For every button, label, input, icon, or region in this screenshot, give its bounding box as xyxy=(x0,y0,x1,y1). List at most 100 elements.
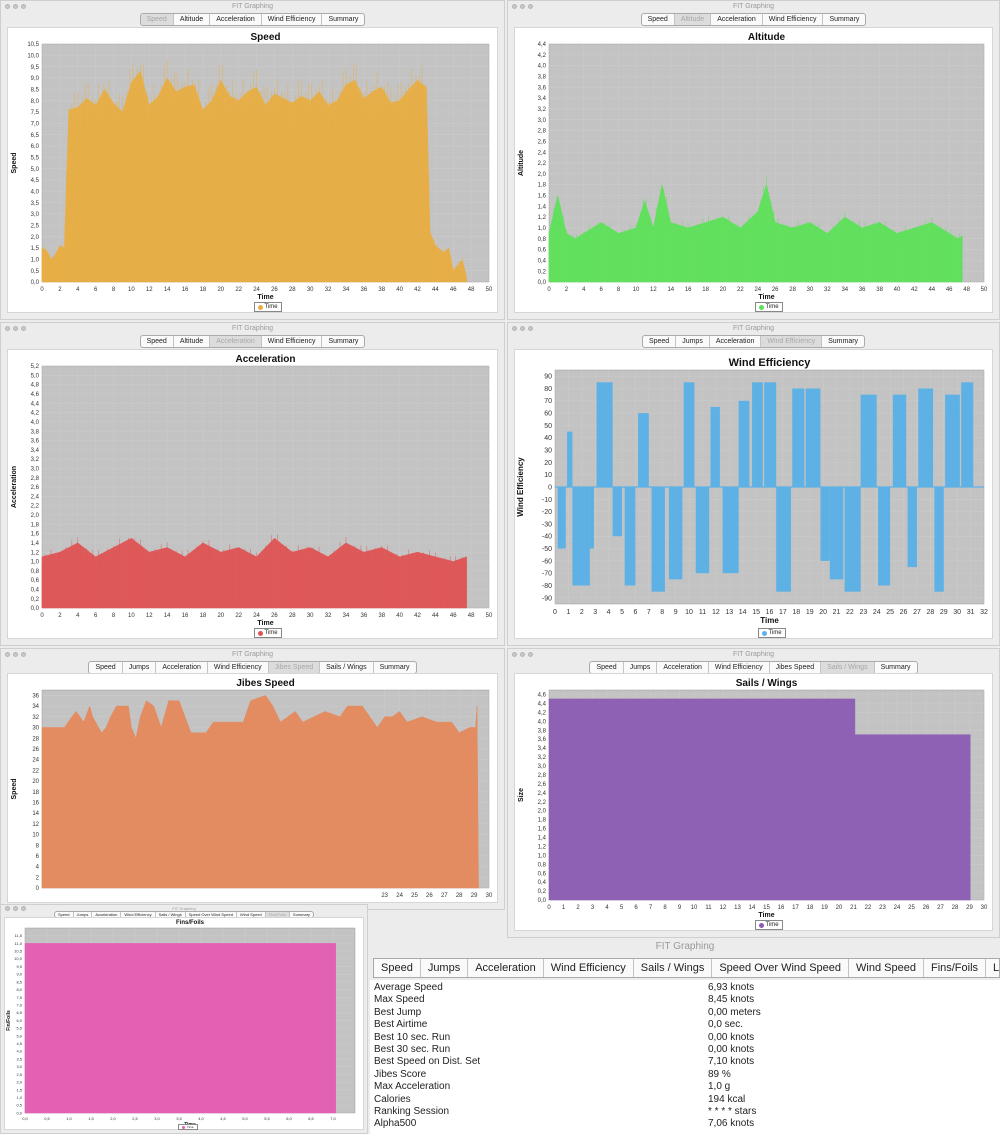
tab-acceleration[interactable]: Acceleration xyxy=(711,14,763,25)
tab-altitude[interactable]: Altitude xyxy=(674,14,712,25)
summary-tab-wind-efficiency[interactable]: Wind Efficiency xyxy=(544,959,634,977)
tab-acceleration[interactable]: Acceleration xyxy=(710,336,762,347)
close-window-icon[interactable] xyxy=(5,652,10,657)
tab-acceleration[interactable]: Acceleration xyxy=(210,336,262,347)
summary-tab-acceleration[interactable]: Acceleration xyxy=(468,959,544,977)
x-tick-label: 27 xyxy=(937,905,944,911)
tab-jumps[interactable]: Jumps xyxy=(676,336,710,347)
minimize-window-icon[interactable] xyxy=(520,4,525,9)
summary-tab-lap-17[interactable]: Lap 17 xyxy=(986,959,999,977)
tab-speed[interactable]: Speed xyxy=(642,14,675,25)
y-tick-label: 4,8 xyxy=(31,383,40,389)
tab-wind-efficiency[interactable]: Wind Efficiency xyxy=(763,14,824,25)
tab-wind-efficiency[interactable]: Wind Efficiency xyxy=(262,14,323,25)
tab-summary[interactable]: Summary xyxy=(328,16,359,23)
close-window-icon[interactable] xyxy=(512,652,517,657)
summary-tab-jumps[interactable]: Jumps xyxy=(421,959,469,977)
summary-tab-speed-over-wind-speed[interactable]: Speed Over Wind Speed xyxy=(712,959,850,977)
close-window-icon[interactable] xyxy=(5,326,10,331)
tab-speed[interactable]: Speed xyxy=(141,336,174,347)
x-tick-label: 13 xyxy=(725,609,733,616)
tab-summary[interactable]: Summary xyxy=(379,664,410,671)
x-tick-label: 4,5 xyxy=(220,1116,226,1121)
tab-sails-wings[interactable]: Sails / Wings xyxy=(821,662,875,673)
x-tick-label: 12 xyxy=(146,287,153,293)
y-tick-label: 0,8 xyxy=(31,569,40,575)
minimize-window-icon[interactable] xyxy=(13,906,18,911)
x-tick-label: 17 xyxy=(779,609,787,616)
tab-jumps[interactable]: Jumps xyxy=(74,912,93,917)
x-tick-label: 40 xyxy=(396,613,403,619)
y-tick-label: 70 xyxy=(544,398,552,405)
zoom-window-icon[interactable] xyxy=(21,652,26,657)
close-window-icon[interactable] xyxy=(5,906,10,911)
y-axis-label: Wind Efficiency xyxy=(516,457,525,517)
tab-jibes-speed[interactable]: Jibes Speed xyxy=(268,662,321,673)
x-tick-label: 10 xyxy=(128,613,135,619)
tab-speed-over-wind-speed[interactable]: Speed Over Wind Speed xyxy=(186,912,237,917)
tab-jumps[interactable]: Jumps xyxy=(624,662,658,673)
window-controls[interactable] xyxy=(512,326,533,331)
zoom-window-icon[interactable] xyxy=(21,326,26,331)
tab-jumps[interactable]: Jumps xyxy=(123,662,157,673)
tab-wind-efficiency[interactable]: Wind Efficiency xyxy=(208,662,269,673)
tab-wind-efficiency[interactable]: Wind Efficiency xyxy=(761,336,823,347)
window-controls[interactable] xyxy=(512,4,533,9)
x-tick-label: 19 xyxy=(821,905,828,911)
summary-tab-fins-foils[interactable]: Fins/Foils xyxy=(924,959,987,977)
y-tick-label: 20 xyxy=(32,779,39,785)
tab-speed[interactable]: Speed xyxy=(140,14,174,25)
tab-speed[interactable]: Speed xyxy=(590,662,624,673)
tab-summary[interactable]: Summary xyxy=(328,338,359,345)
y-tick-label: 5,0 xyxy=(16,1033,22,1038)
tab-wind-efficiency[interactable]: Wind Efficiency xyxy=(121,912,156,917)
tab-speed[interactable]: Speed xyxy=(89,662,123,673)
tab-speed[interactable]: Speed xyxy=(643,336,677,347)
close-window-icon[interactable] xyxy=(512,326,517,331)
summary-tab-wind-speed[interactable]: Wind Speed xyxy=(849,959,924,977)
tab-acceleration[interactable]: Acceleration xyxy=(210,14,262,25)
tab-altitude[interactable]: Altitude xyxy=(174,336,211,347)
tab-sails-wings[interactable]: Sails / Wings xyxy=(156,912,186,917)
zoom-window-icon[interactable] xyxy=(528,4,533,9)
zoom-window-icon[interactable] xyxy=(21,906,26,911)
tab-acceleration[interactable]: Acceleration xyxy=(92,912,122,917)
tab-wind-efficiency[interactable]: Wind Efficiency xyxy=(709,662,770,673)
tab-acceleration[interactable]: Acceleration xyxy=(156,662,208,673)
sails-wings-window: FIT Graphing Speed Jumps Acceleration Wind E… xyxy=(507,648,1000,938)
summary-tab-speed[interactable]: Speed xyxy=(374,959,421,977)
minimize-window-icon[interactable] xyxy=(13,4,18,9)
zoom-window-icon[interactable] xyxy=(21,4,26,9)
tab-speed[interactable]: Speed xyxy=(55,912,74,917)
minimize-window-icon[interactable] xyxy=(13,652,18,657)
tab-acceleration[interactable]: Acceleration xyxy=(657,662,709,673)
minimize-window-icon[interactable] xyxy=(520,652,525,657)
tab-summary[interactable]: Summary xyxy=(880,664,911,671)
close-window-icon[interactable] xyxy=(512,4,517,9)
tab-wind-efficiency[interactable]: Wind Efficiency xyxy=(262,336,323,347)
window-controls[interactable] xyxy=(5,906,26,911)
summary-row: Best 10 sec. Run 0,00 knots xyxy=(374,1032,1000,1044)
x-tick-label: 11 xyxy=(699,609,706,616)
window-controls[interactable] xyxy=(5,4,26,9)
window-controls[interactable] xyxy=(512,652,533,657)
zoom-window-icon[interactable] xyxy=(528,326,533,331)
minimize-window-icon[interactable] xyxy=(13,326,18,331)
tab-summary[interactable]: Summary xyxy=(828,338,859,345)
tab-altitude[interactable]: Altitude xyxy=(174,14,211,25)
tab-jibes-speed[interactable]: Jibes Speed xyxy=(770,662,822,673)
window-controls[interactable] xyxy=(5,652,26,657)
window-controls[interactable] xyxy=(5,326,26,331)
summary-tab-sails-wings[interactable]: Sails / Wings xyxy=(634,959,713,977)
window-title: FIT Graphing xyxy=(231,651,274,658)
x-tick-label: 5,5 xyxy=(264,1116,270,1121)
tab-sails-wings[interactable]: Sails / Wings xyxy=(320,662,374,673)
close-window-icon[interactable] xyxy=(5,4,10,9)
zoom-window-icon[interactable] xyxy=(528,652,533,657)
minimize-window-icon[interactable] xyxy=(520,326,525,331)
tab-summary[interactable]: Summary xyxy=(292,912,311,917)
tab-wind-speed[interactable]: Wind Speed xyxy=(237,912,266,917)
tab-fins-foils[interactable]: Fins/Foils xyxy=(265,912,290,917)
tab-summary[interactable]: Summary xyxy=(829,16,860,23)
y-tick-label: 4,0 xyxy=(31,420,40,426)
